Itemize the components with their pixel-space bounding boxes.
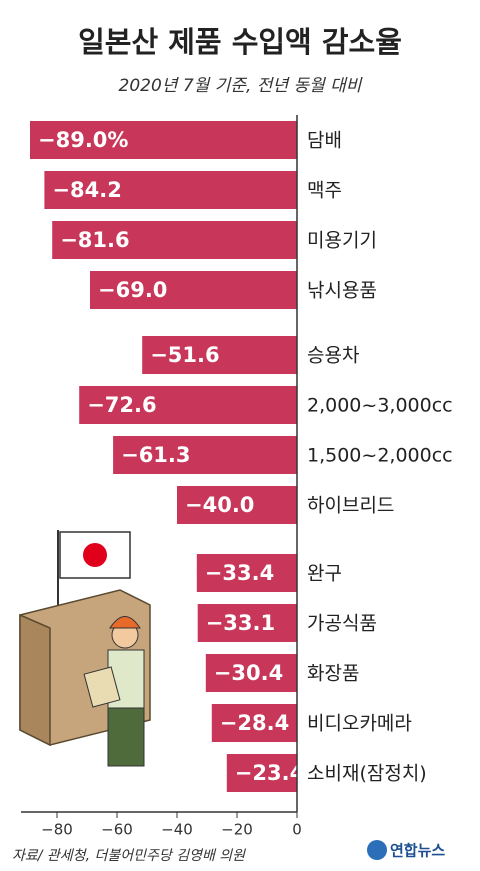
bar (196, 554, 297, 592)
chart-title: 일본산 제품 수입액 감소율 (78, 25, 402, 59)
category-label: 승용차 (307, 345, 359, 367)
bar (44, 171, 298, 209)
bar (79, 386, 297, 424)
illustration (19, 530, 151, 767)
value-label: −23.4 (235, 761, 304, 785)
category-label: 담배 (307, 130, 342, 152)
x-tick-label: −40 (161, 821, 193, 839)
category-label: 비디오카메라 (307, 713, 412, 735)
category-label: 낚시용품 (307, 280, 377, 302)
value-label: −51.6 (150, 343, 219, 367)
value-label: −40.0 (185, 493, 254, 517)
chart-subtitle: 2020년 7월 기준, 전년 동월 대비 (119, 76, 363, 96)
bar (90, 271, 297, 309)
value-label: −69.0 (98, 278, 167, 302)
x-tick-label: −20 (221, 821, 253, 839)
value-label: −81.6 (60, 228, 129, 252)
category-label: 완구 (307, 563, 342, 585)
category-label: 화장품 (307, 663, 359, 685)
bar (197, 604, 297, 642)
category-label: 소비재(잠정치) (307, 763, 427, 785)
x-tick-label: −80 (41, 821, 73, 839)
value-label: −28.4 (220, 711, 289, 735)
bar (177, 486, 297, 524)
category-label: 맥주 (307, 180, 342, 202)
category-label: 2,000~3,000cc (307, 395, 453, 417)
logo: 연합뉴스 (390, 842, 445, 860)
category-label: 1,500~2,000cc (307, 445, 453, 467)
bar (226, 754, 297, 792)
value-label: −33.4 (205, 561, 274, 585)
value-label: −72.6 (87, 393, 156, 417)
logo-icon (367, 840, 387, 860)
value-label: −61.3 (121, 443, 190, 467)
value-label: −33.1 (206, 611, 275, 635)
source: 자료/ 관세청, 더불어민주당 김영배 의원 (12, 848, 246, 864)
bar (113, 436, 297, 474)
value-label: −84.2 (52, 178, 121, 202)
category-label: 미용기기 (307, 230, 377, 252)
x-tick-label: −60 (101, 821, 133, 839)
bar (30, 121, 297, 159)
value-label: −30.4 (214, 661, 283, 685)
bar (142, 336, 297, 374)
category-label: 가공식품 (307, 613, 377, 635)
category-label: 하이브리드 (307, 495, 394, 517)
x-tick-label: 0 (292, 821, 302, 839)
value-label: −89.0% (38, 128, 128, 152)
bar (211, 704, 297, 742)
bar (52, 221, 298, 259)
bar (205, 654, 297, 692)
